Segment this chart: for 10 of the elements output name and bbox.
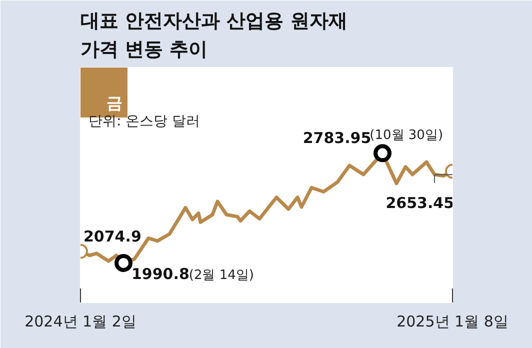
data-label: 2074.9 — [84, 227, 142, 246]
data-label: 1990.8 — [132, 264, 190, 283]
x-tick-label: 2024년 1월 2일 — [24, 312, 136, 330]
text: (10월 30일) — [370, 128, 444, 144]
text: 단위: 온스당 달러 — [88, 114, 200, 130]
text: (2월 14일) — [188, 268, 254, 283]
chart-title: 대표 안전자산과 산업용 원자재 가격 변동 추이 — [80, 10, 348, 60]
data-label: 2783.95 — [302, 129, 372, 148]
text: 금 — [106, 94, 122, 112]
x-tick-label: 2025년 1월 8일 — [396, 312, 508, 330]
